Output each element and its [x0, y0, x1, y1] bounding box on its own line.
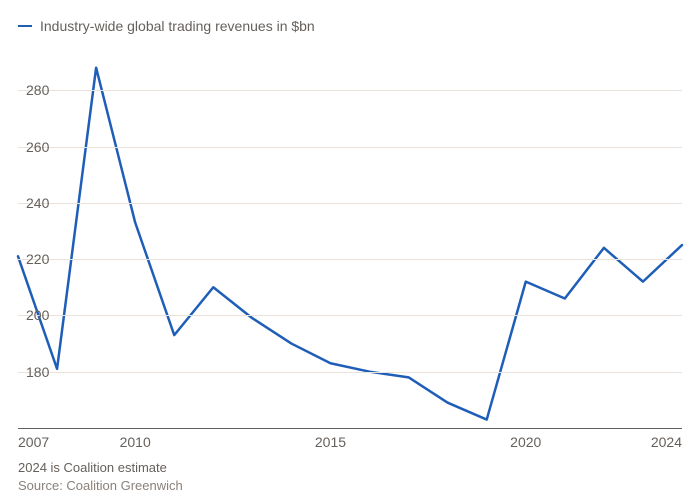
- y-tick-label: 280: [26, 82, 49, 98]
- footnote: 2024 is Coalition estimate: [18, 460, 167, 475]
- legend: Industry-wide global trading revenues in…: [18, 18, 315, 34]
- y-gridline: [18, 372, 682, 373]
- x-tick-label: 2024: [651, 434, 682, 450]
- plot-area: 18020022024026028020072010201520202024: [18, 48, 682, 428]
- y-gridline: [18, 259, 682, 260]
- y-gridline: [18, 147, 682, 148]
- chart-container: Industry-wide global trading revenues in…: [0, 0, 700, 500]
- x-tick-label: 2007: [18, 434, 49, 450]
- y-tick-label: 260: [26, 139, 49, 155]
- legend-swatch: [18, 25, 32, 27]
- y-gridline: [18, 203, 682, 204]
- legend-label: Industry-wide global trading revenues in…: [40, 18, 315, 34]
- x-tick-label: 2015: [315, 434, 346, 450]
- y-gridline: [18, 90, 682, 91]
- y-tick-label: 200: [26, 307, 49, 323]
- y-tick-label: 220: [26, 251, 49, 267]
- x-tick-label: 2020: [510, 434, 541, 450]
- series-polyline: [18, 68, 682, 420]
- x-tick-label: 2010: [120, 434, 151, 450]
- x-axis-baseline: [18, 428, 682, 429]
- y-tick-label: 180: [26, 364, 49, 380]
- source-line: Source: Coalition Greenwich: [18, 478, 183, 493]
- y-tick-label: 240: [26, 195, 49, 211]
- y-gridline: [18, 315, 682, 316]
